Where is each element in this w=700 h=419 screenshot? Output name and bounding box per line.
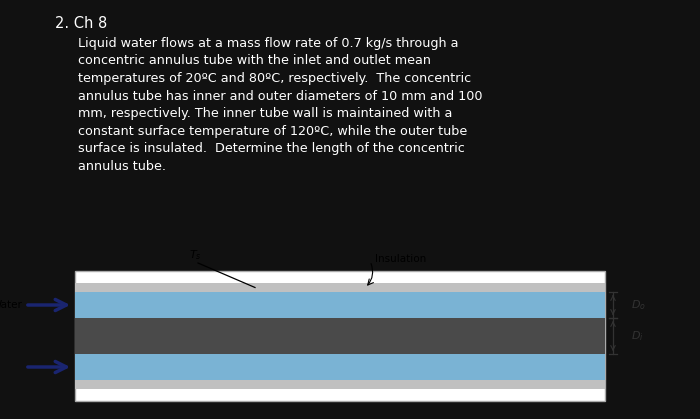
Bar bbox=[75, 271, 605, 401]
Text: $T_s$: $T_s$ bbox=[189, 248, 202, 262]
Text: Liquid water flows at a mass flow rate of 0.7 kg/s through a: Liquid water flows at a mass flow rate o… bbox=[78, 37, 458, 50]
Text: Insulation: Insulation bbox=[375, 254, 426, 264]
Text: mm, respectively. The inner tube wall is maintained with a: mm, respectively. The inner tube wall is… bbox=[78, 107, 452, 120]
Text: concentric annulus tube with the inlet and outlet mean: concentric annulus tube with the inlet a… bbox=[78, 54, 431, 67]
Text: annulus tube.: annulus tube. bbox=[78, 160, 166, 173]
Text: temperatures of 20ºC and 80ºC, respectively.  The concentric: temperatures of 20ºC and 80ºC, respectiv… bbox=[78, 72, 471, 85]
Bar bbox=[75, 318, 605, 354]
Text: constant surface temperature of 120ºC, while the outer tube: constant surface temperature of 120ºC, w… bbox=[78, 124, 468, 137]
Text: Water: Water bbox=[0, 300, 23, 310]
Text: $D_i$: $D_i$ bbox=[631, 329, 644, 343]
Text: $D_o$: $D_o$ bbox=[631, 298, 646, 312]
Bar bbox=[75, 283, 605, 292]
Text: annulus tube has inner and outer diameters of 10 mm and 100: annulus tube has inner and outer diamete… bbox=[78, 90, 482, 103]
Text: 2. Ch 8: 2. Ch 8 bbox=[55, 16, 107, 31]
Bar bbox=[75, 380, 605, 389]
Text: surface is insulated.  Determine the length of the concentric: surface is insulated. Determine the leng… bbox=[78, 142, 465, 155]
Bar bbox=[75, 354, 605, 380]
Bar bbox=[75, 292, 605, 318]
